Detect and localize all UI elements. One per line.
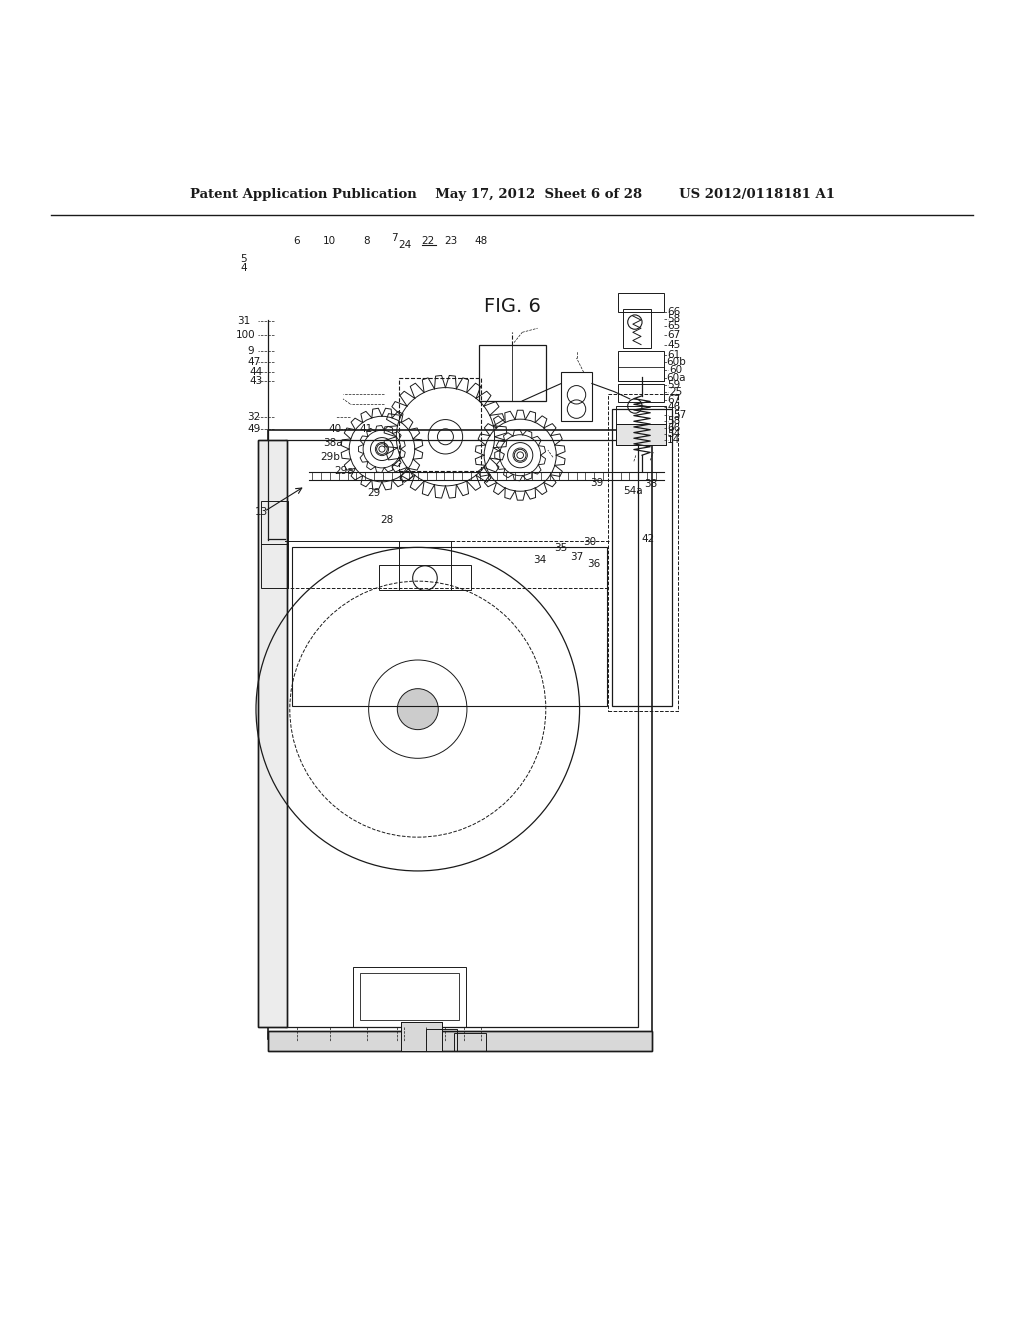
Text: 34: 34 bbox=[534, 554, 546, 565]
Text: 30: 30 bbox=[584, 537, 596, 548]
Bar bbox=[479, 345, 546, 401]
Text: 7: 7 bbox=[391, 234, 397, 243]
Bar bbox=[360, 973, 459, 1020]
Bar bbox=[268, 429, 652, 1039]
Bar bbox=[618, 384, 664, 403]
Bar bbox=[618, 351, 664, 381]
Text: 23: 23 bbox=[444, 236, 457, 247]
Bar bbox=[258, 440, 287, 1027]
Bar bbox=[292, 548, 607, 706]
Bar bbox=[608, 393, 678, 711]
Text: 35: 35 bbox=[555, 544, 567, 553]
Bar bbox=[623, 309, 651, 347]
Text: 13: 13 bbox=[255, 507, 267, 516]
Text: 44: 44 bbox=[250, 367, 262, 378]
Text: 38a: 38a bbox=[323, 438, 343, 447]
Text: 37: 37 bbox=[570, 552, 583, 561]
Bar bbox=[616, 425, 666, 445]
Text: 24: 24 bbox=[398, 240, 411, 251]
Bar bbox=[618, 293, 664, 312]
Text: 25: 25 bbox=[670, 387, 682, 397]
Text: 66: 66 bbox=[668, 422, 680, 433]
Text: 32: 32 bbox=[248, 412, 260, 422]
Text: 100: 100 bbox=[236, 330, 256, 341]
Bar bbox=[618, 367, 664, 381]
Text: 54: 54 bbox=[668, 429, 680, 438]
Bar bbox=[616, 425, 666, 445]
Text: 38: 38 bbox=[645, 479, 657, 488]
Bar bbox=[258, 440, 287, 1027]
Text: 40: 40 bbox=[329, 424, 341, 433]
Bar bbox=[561, 372, 592, 421]
Bar bbox=[401, 1023, 442, 1051]
Text: 59: 59 bbox=[668, 380, 680, 389]
Text: 58: 58 bbox=[668, 416, 680, 426]
Bar bbox=[399, 379, 481, 470]
Bar bbox=[285, 440, 638, 1027]
Text: 58: 58 bbox=[668, 314, 680, 323]
Text: 36: 36 bbox=[588, 558, 600, 569]
Text: 39: 39 bbox=[591, 478, 603, 488]
Bar bbox=[353, 968, 466, 1027]
Bar bbox=[401, 1023, 442, 1051]
Bar bbox=[454, 1032, 486, 1051]
Text: 67: 67 bbox=[668, 330, 680, 341]
Text: 46: 46 bbox=[668, 403, 680, 412]
Text: FIG. 6: FIG. 6 bbox=[483, 297, 541, 317]
Text: 45: 45 bbox=[668, 339, 680, 350]
Text: 5: 5 bbox=[241, 253, 247, 264]
Text: 60: 60 bbox=[670, 366, 682, 375]
Text: 65: 65 bbox=[668, 321, 680, 331]
Text: 49: 49 bbox=[248, 424, 260, 433]
Text: 8: 8 bbox=[364, 236, 370, 247]
Text: 47: 47 bbox=[248, 356, 260, 367]
Bar bbox=[612, 409, 672, 706]
Text: 66: 66 bbox=[668, 306, 680, 317]
Bar bbox=[379, 565, 471, 590]
Text: 4: 4 bbox=[241, 263, 247, 273]
Text: 60b: 60b bbox=[666, 356, 686, 367]
Text: 6: 6 bbox=[294, 236, 300, 247]
Text: 67: 67 bbox=[668, 395, 680, 405]
Text: 31: 31 bbox=[238, 315, 250, 326]
Bar bbox=[426, 1028, 457, 1051]
Text: 54a: 54a bbox=[623, 486, 643, 496]
Bar bbox=[261, 502, 288, 589]
Bar bbox=[616, 407, 666, 425]
Text: 29a: 29a bbox=[334, 466, 354, 475]
Text: 22: 22 bbox=[422, 236, 434, 247]
Text: 48: 48 bbox=[475, 236, 487, 247]
Bar bbox=[268, 1031, 652, 1051]
Text: 9: 9 bbox=[248, 346, 254, 356]
Text: 10: 10 bbox=[324, 236, 336, 247]
Text: 29: 29 bbox=[368, 488, 380, 498]
Bar bbox=[268, 1031, 652, 1051]
Text: 42: 42 bbox=[642, 535, 654, 544]
Text: 43: 43 bbox=[250, 376, 262, 387]
Text: 28: 28 bbox=[381, 515, 393, 525]
Text: 41: 41 bbox=[359, 424, 372, 433]
Circle shape bbox=[397, 689, 438, 730]
Text: 57: 57 bbox=[674, 411, 686, 420]
Text: 14: 14 bbox=[668, 434, 680, 445]
Text: 60a: 60a bbox=[666, 374, 686, 383]
Text: 61: 61 bbox=[668, 350, 680, 360]
Text: Patent Application Publication    May 17, 2012  Sheet 6 of 28        US 2012/011: Patent Application Publication May 17, 2… bbox=[189, 187, 835, 201]
Text: 29b: 29b bbox=[319, 453, 340, 462]
